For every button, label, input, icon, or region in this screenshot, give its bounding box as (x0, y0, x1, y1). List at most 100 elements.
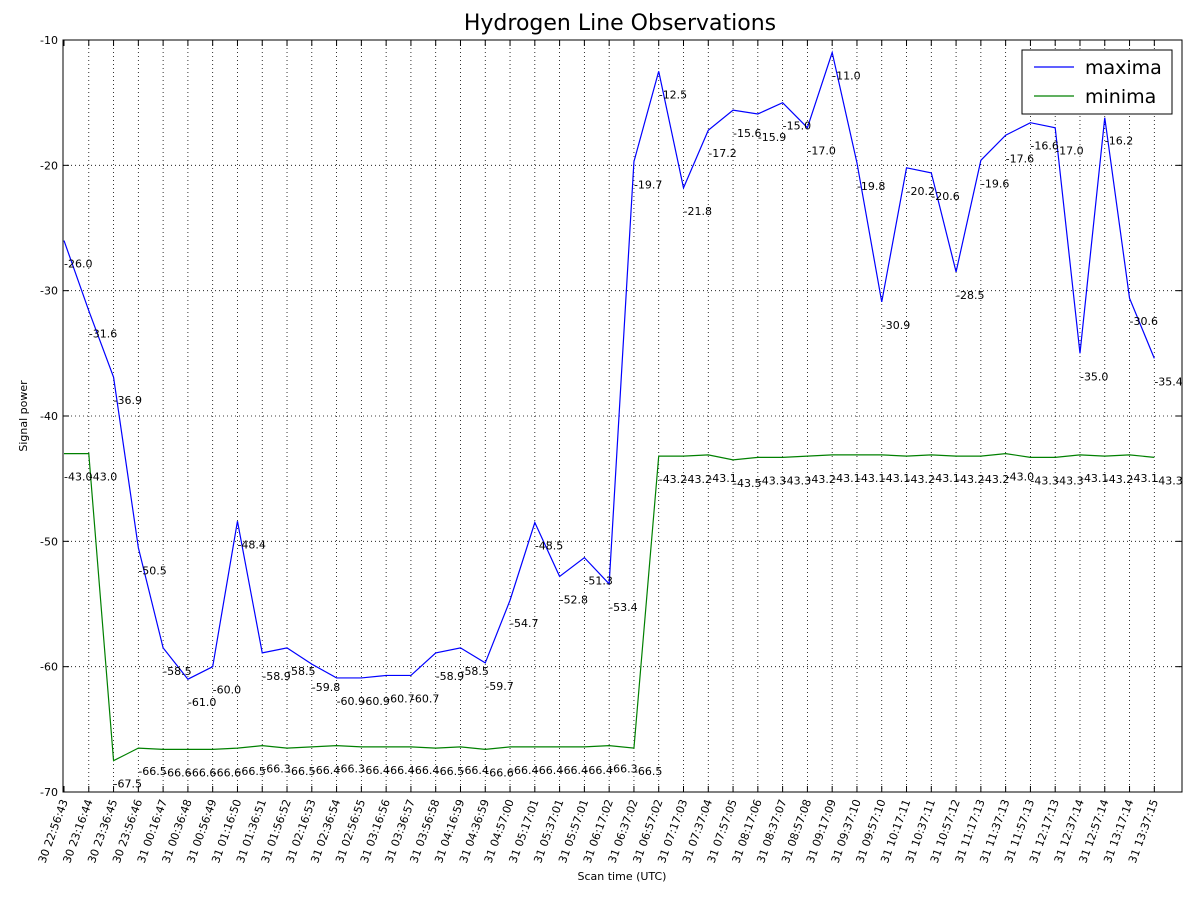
data-label-maxima: -17.0 (1055, 145, 1083, 158)
data-label-maxima: -48.5 (535, 540, 563, 553)
data-label-maxima: -52.8 (560, 593, 588, 606)
data-label-maxima: -58.5 (460, 665, 488, 678)
data-label-minima: -67.5 (114, 778, 142, 791)
data-label-maxima: -16.6 (1030, 140, 1058, 153)
chart-title: Hydrogen Line Observations (464, 11, 776, 36)
y-tick-label: -30 (40, 285, 58, 298)
x-axis-label: Scan time (UTC) (578, 870, 667, 883)
data-label-minima: -66.4 (386, 764, 414, 777)
data-label-minima: -43.0 (1006, 471, 1034, 484)
data-label-minima: -66.5 (634, 765, 662, 778)
data-label-minima: -43.0 (89, 471, 117, 484)
data-label-minima: -66.4 (460, 764, 488, 777)
y-tick-label: -50 (40, 535, 58, 548)
data-label-minima: -43.1 (857, 472, 885, 485)
data-label-minima: -43.2 (807, 473, 835, 486)
data-label-maxima: -60.9 (337, 695, 365, 708)
data-label-maxima: -21.8 (684, 205, 712, 218)
data-label-minima: -66.4 (411, 764, 439, 777)
data-label-maxima: -58.5 (163, 665, 191, 678)
data-label-minima: -66.5 (287, 765, 315, 778)
data-label-maxima: -20.6 (931, 190, 959, 203)
data-label-maxima: -16.2 (1105, 135, 1133, 148)
data-label-minima: -66.5 (138, 765, 166, 778)
data-label-minima: -43.3 (1030, 474, 1058, 487)
data-label-minima: -43.3 (758, 474, 786, 487)
data-label-minima: -66.4 (535, 764, 563, 777)
data-label-maxima: -15.0 (783, 120, 811, 133)
data-label-minima: -43.3 (1154, 474, 1182, 487)
data-label-maxima: -58.5 (287, 665, 315, 678)
data-label-minima: -43.2 (659, 473, 687, 486)
y-tick-label: -60 (40, 661, 58, 674)
data-label-minima: -66.4 (584, 764, 612, 777)
data-label-maxima: -58.9 (262, 670, 290, 683)
data-label-maxima: -30.9 (882, 319, 910, 332)
data-label-minima: -43.1 (1080, 472, 1108, 485)
data-label-minima: -66.4 (510, 764, 538, 777)
series-line-minima (64, 452, 1155, 762)
data-label-minima: -43.2 (684, 473, 712, 486)
data-label-minima: -66.6 (213, 766, 241, 779)
data-label-maxima: -19.6 (981, 177, 1009, 190)
data-label-maxima: -35.0 (1080, 370, 1108, 383)
data-label-maxima: -60.7 (386, 692, 414, 705)
data-label-maxima: -19.8 (857, 180, 885, 193)
data-label-maxima: -59.7 (485, 680, 513, 693)
data-label-maxima: -15.6 (733, 127, 761, 140)
data-label-minima: -43.2 (1105, 473, 1133, 486)
data-label-minima: -43.3 (783, 474, 811, 487)
data-label-minima: -43.1 (931, 472, 959, 485)
data-label-maxima: -59.8 (312, 681, 340, 694)
data-labels: -26.0 -31.6 -36.9 -50.5 -58.5 -61.0-60.0 -48.4… (64, 70, 1183, 791)
data-label-minima: -66.3 (262, 763, 290, 776)
data-label-minima: -43.2 (907, 473, 935, 486)
data-label-maxima: -30.6 (1130, 315, 1158, 328)
data-label-maxima: -60.0 (213, 684, 241, 697)
data-label-minima: -66.6 (485, 766, 513, 779)
data-label-minima: -66.3 (337, 763, 365, 776)
data-label-minima: -43.2 (981, 473, 1009, 486)
data-label-minima: -43.2 (956, 473, 984, 486)
data-label-maxima: -53.4 (609, 601, 637, 614)
data-label-minima: -43.1 (708, 472, 736, 485)
data-label-maxima: -17.2 (708, 147, 736, 160)
data-label-minima: -43.5 (733, 477, 761, 490)
data-label-minima: -66.6 (163, 766, 191, 779)
data-label-maxima: -48.4 (237, 538, 265, 551)
data-label-maxima: -20.2 (907, 185, 935, 198)
data-label-maxima: -12.5 (659, 88, 687, 101)
data-label-minima: -66.4 (560, 764, 588, 777)
data-label-maxima: -61.0 (188, 696, 216, 709)
data-label-minima: -66.5 (237, 765, 265, 778)
data-label-maxima: -11.0 (832, 70, 860, 83)
y-tick-label: -20 (40, 159, 58, 172)
data-label-maxima: -26.0 (64, 258, 92, 271)
data-label-minima: -66.5 (436, 765, 464, 778)
data-label-maxima: -60.7 (411, 692, 439, 705)
data-label-maxima: -28.5 (956, 289, 984, 302)
y-axis-label: Signal power (17, 380, 30, 452)
data-label-minima: -43.1 (882, 472, 910, 485)
legend-label-minima: minima (1085, 86, 1156, 108)
data-label-maxima: -50.5 (138, 565, 166, 578)
data-label-maxima: -19.7 (634, 179, 662, 192)
data-label-minima: -66.4 (312, 764, 340, 777)
y-tick-label: -10 (40, 34, 58, 47)
legend-box (1021, 49, 1173, 115)
data-label-maxima: -15.9 (758, 131, 786, 144)
legend: maxima minima (1021, 49, 1173, 115)
y-tick-label: -40 (40, 410, 58, 423)
data-label-maxima: -31.6 (89, 328, 117, 341)
data-label-maxima: -35.4 (1154, 375, 1182, 388)
data-label-minima: -66.4 (361, 764, 389, 777)
data-label-maxima: -17.6 (1006, 152, 1034, 165)
data-label-maxima: -51.3 (584, 575, 612, 588)
data-label-minima: -43.1 (1130, 472, 1158, 485)
y-tick-label: -70 (40, 786, 58, 799)
data-label-minima: -43.3 (1055, 474, 1083, 487)
data-label-minima: -66.3 (609, 763, 637, 776)
data-label-minima: -43.1 (832, 472, 860, 485)
